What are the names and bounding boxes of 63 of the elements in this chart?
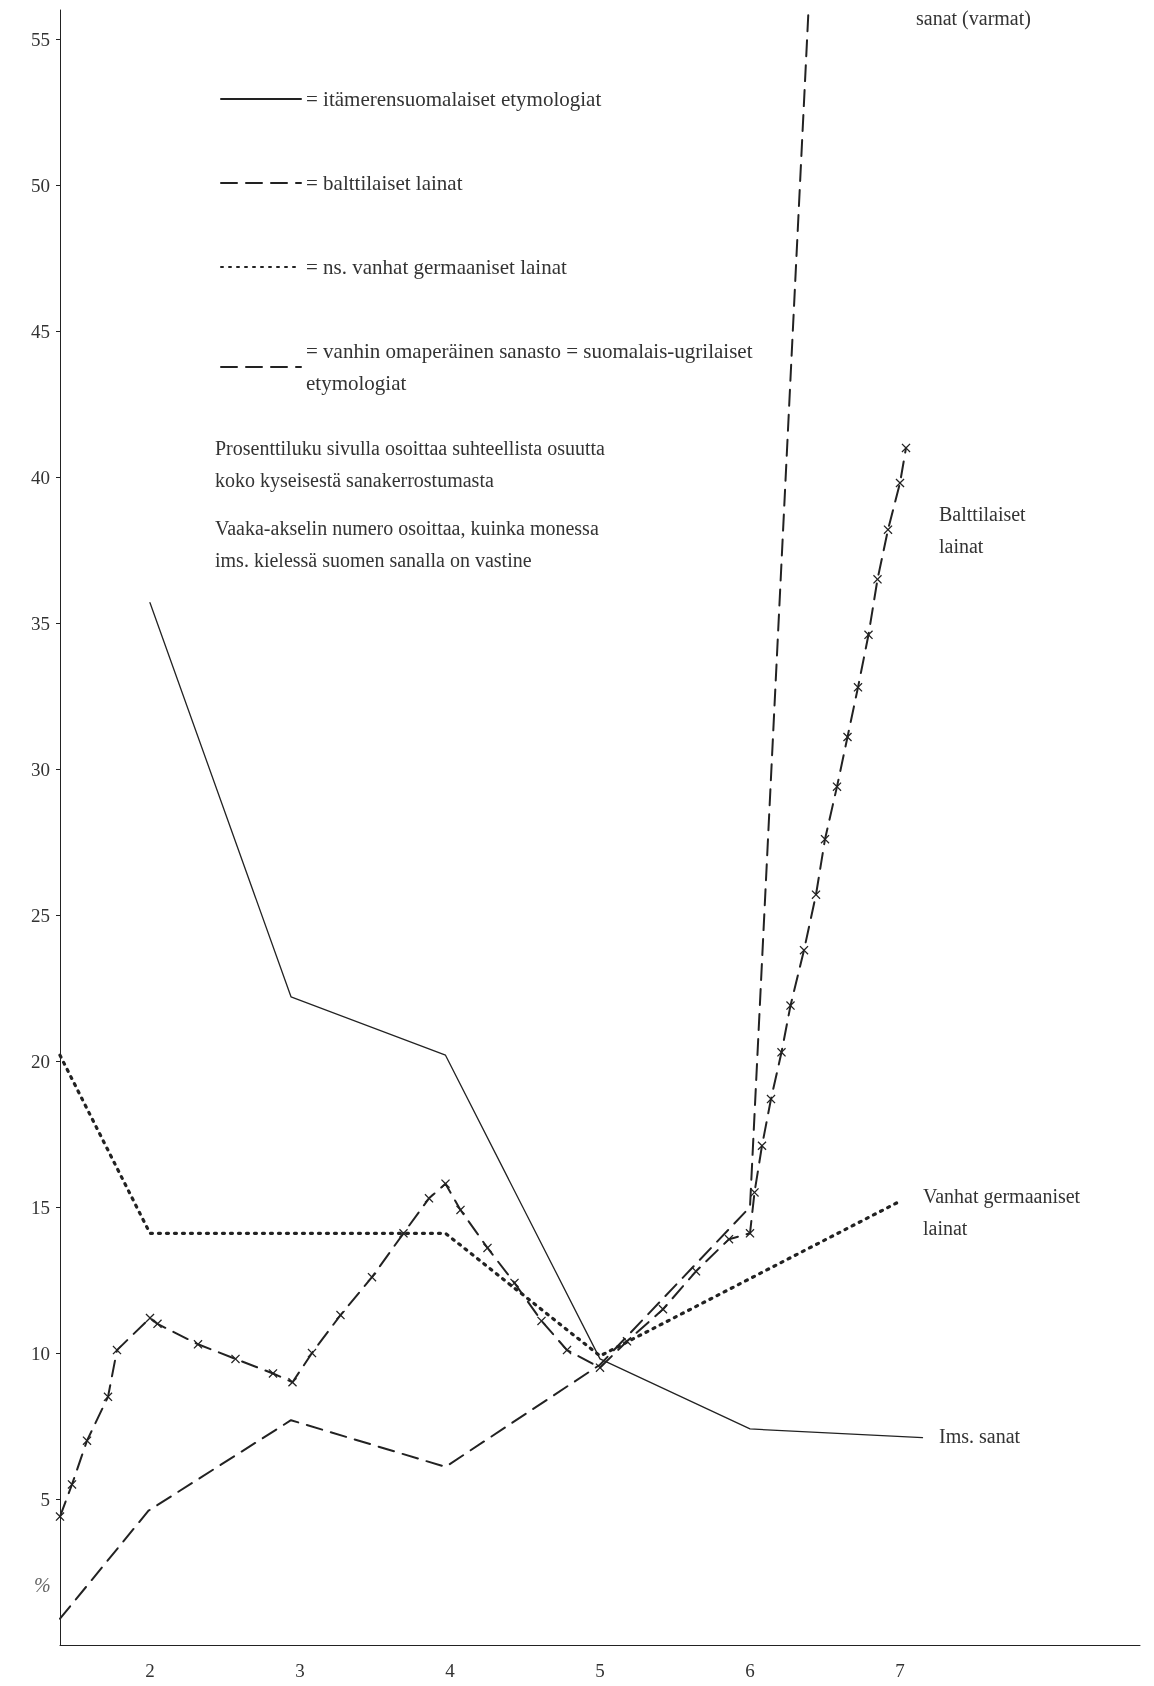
point <box>82 1436 92 1446</box>
annotation: Prosenttiluku sivulla osoittaa suhteellista osuutta koko kyseisestä sanakerrostumasta <box>215 437 606 492</box>
point <box>193 1339 203 1349</box>
y-tick-label: 25 <box>31 904 50 926</box>
x-tick-label: 5 <box>595 1660 605 1681</box>
annotation: Vanhat germaaniset lainat <box>923 1185 1081 1239</box>
point <box>745 1228 755 1238</box>
x-tick-label: 2 <box>145 1660 155 1681</box>
point <box>691 1266 701 1276</box>
point <box>843 732 852 742</box>
point <box>510 1278 519 1288</box>
y-tick-label: 5 <box>40 1488 50 1510</box>
x-tick-label: 6 <box>745 1660 755 1681</box>
annotation: Balttilaiset lainat <box>939 503 1027 557</box>
annotation: Vaaka-akselin numero osoittaa, kuinka monessa ims. kielessä suomen sanalla on vastine <box>215 517 599 571</box>
point <box>399 1228 408 1238</box>
point <box>103 1392 113 1402</box>
y-tick-label: 40 <box>31 466 50 488</box>
y-tick-label: 35 <box>31 612 50 634</box>
point <box>864 630 873 640</box>
point <box>724 1234 734 1244</box>
point <box>658 1304 668 1314</box>
point <box>595 1363 605 1373</box>
point <box>883 525 893 535</box>
x-tick-label: 7 <box>895 1660 905 1681</box>
point <box>853 682 863 692</box>
y-axis-title: % <box>34 1574 51 1596</box>
point <box>757 1141 767 1151</box>
y-tick-label: 45 <box>31 320 50 342</box>
point <box>832 782 842 792</box>
legend-label: = ns. vanhat germaaniset lainat <box>306 255 567 279</box>
point <box>268 1368 278 1378</box>
legend-label: = balttilaiset lainat <box>306 171 463 195</box>
annotation: Ims. sanat <box>939 1425 1021 1447</box>
point <box>537 1316 546 1326</box>
point <box>231 1354 240 1364</box>
point <box>622 1336 632 1346</box>
point <box>288 1377 297 1387</box>
y-tick-label: 10 <box>31 1342 50 1364</box>
annotation: sanat (varmat) <box>916 7 1031 30</box>
point <box>67 1479 77 1489</box>
y-tick-label: 15 <box>31 1196 50 1218</box>
point <box>153 1319 162 1329</box>
x-tick-label: 4 <box>445 1660 456 1681</box>
x-tick-label: 3 <box>295 1660 305 1681</box>
point <box>441 1179 450 1189</box>
point <box>799 945 809 955</box>
legend-label: = itämerensuomalaiset etymologiat <box>306 87 602 111</box>
y-tick-label: 30 <box>31 758 50 780</box>
point <box>873 574 882 584</box>
point <box>777 1047 786 1057</box>
point <box>820 834 830 844</box>
y-tick-label: 50 <box>31 174 50 196</box>
point <box>483 1243 492 1253</box>
y-tick-label: 20 <box>31 1050 50 1072</box>
point <box>55 1512 65 1522</box>
point <box>367 1272 377 1282</box>
y-tick-label: 55 <box>31 28 50 50</box>
point <box>811 890 821 900</box>
point <box>336 1310 345 1320</box>
point <box>424 1193 434 1203</box>
legend-label: = vanhin omaperäinen sanasto = suomalais-ugrilaiset etymologiat <box>306 339 758 395</box>
point <box>456 1205 465 1215</box>
